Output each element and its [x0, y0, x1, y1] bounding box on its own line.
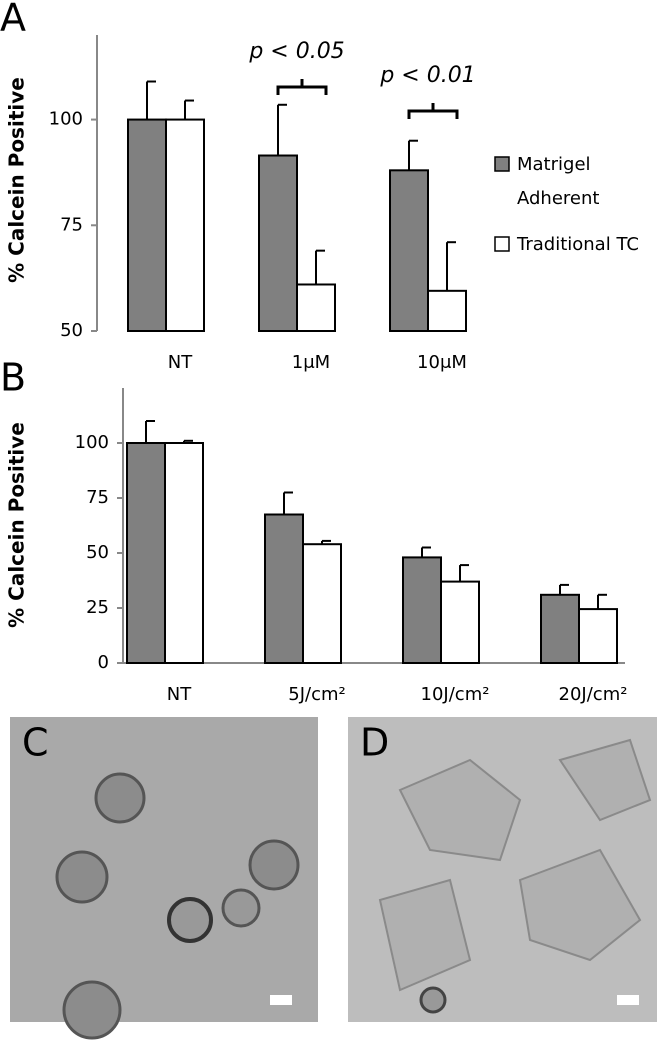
bar: [402, 556, 442, 665]
y-tick-label: 75: [86, 487, 109, 508]
cell: [248, 839, 300, 891]
bar: [126, 442, 166, 664]
bar: [296, 283, 336, 333]
panel-label: D: [360, 721, 389, 765]
bar: [440, 580, 480, 664]
cell: [221, 888, 261, 928]
significance-bracket: [407, 103, 459, 119]
x-tick-label: 10μM: [417, 352, 467, 373]
legend-swatch: [494, 236, 510, 252]
cell: [55, 850, 109, 904]
bar: [165, 118, 205, 332]
y-tick-label: 100: [49, 109, 83, 130]
bar: [164, 442, 204, 664]
annotation: p < 0.01: [379, 63, 475, 88]
y-tick-label: 50: [86, 542, 109, 563]
x-tick-label: NT: [168, 352, 193, 373]
annotation: p < 0.05: [248, 39, 344, 64]
panel-label: B: [0, 356, 26, 400]
cell: [62, 980, 122, 1040]
x-tick-label: 5J/cm²: [288, 684, 345, 705]
cells: [378, 738, 652, 992]
micrograph-d: D: [348, 717, 657, 1022]
panel-label: A: [0, 0, 26, 40]
bar: [127, 118, 167, 332]
cell: [167, 897, 213, 943]
micrograph-c: C: [10, 717, 318, 1040]
y-axis-label: % Calcein Positive: [5, 422, 29, 628]
legend-label: Traditional TC: [516, 234, 639, 255]
bar: [578, 608, 618, 664]
y-tick-label: 75: [60, 214, 83, 235]
bar: [264, 513, 304, 664]
x-tick-label: 10J/cm²: [421, 684, 490, 705]
panel-label: C: [22, 721, 49, 765]
bar: [302, 543, 342, 665]
cell: [419, 986, 447, 1014]
y-tick-label: 50: [60, 320, 83, 341]
y-tick-label: 100: [75, 432, 109, 453]
y-tick-label: 25: [86, 597, 109, 618]
bar: [540, 593, 580, 664]
y-axis-label: % Calcein Positive: [5, 77, 29, 283]
significance-bracket: [276, 79, 328, 95]
scale-bar: [270, 995, 292, 1005]
bar: [427, 289, 467, 333]
bar: [389, 169, 429, 332]
x-tick-label: 20J/cm²: [559, 684, 628, 705]
y-tick-label: 0: [98, 652, 109, 673]
scale-bar: [617, 995, 639, 1005]
x-tick-label: 1μM: [292, 352, 330, 373]
legend-label: Matrigel Adherent: [517, 154, 599, 209]
cell: [94, 772, 146, 824]
bar: [258, 154, 298, 332]
legend-swatch: [494, 156, 510, 172]
x-tick-label: NT: [167, 684, 192, 705]
